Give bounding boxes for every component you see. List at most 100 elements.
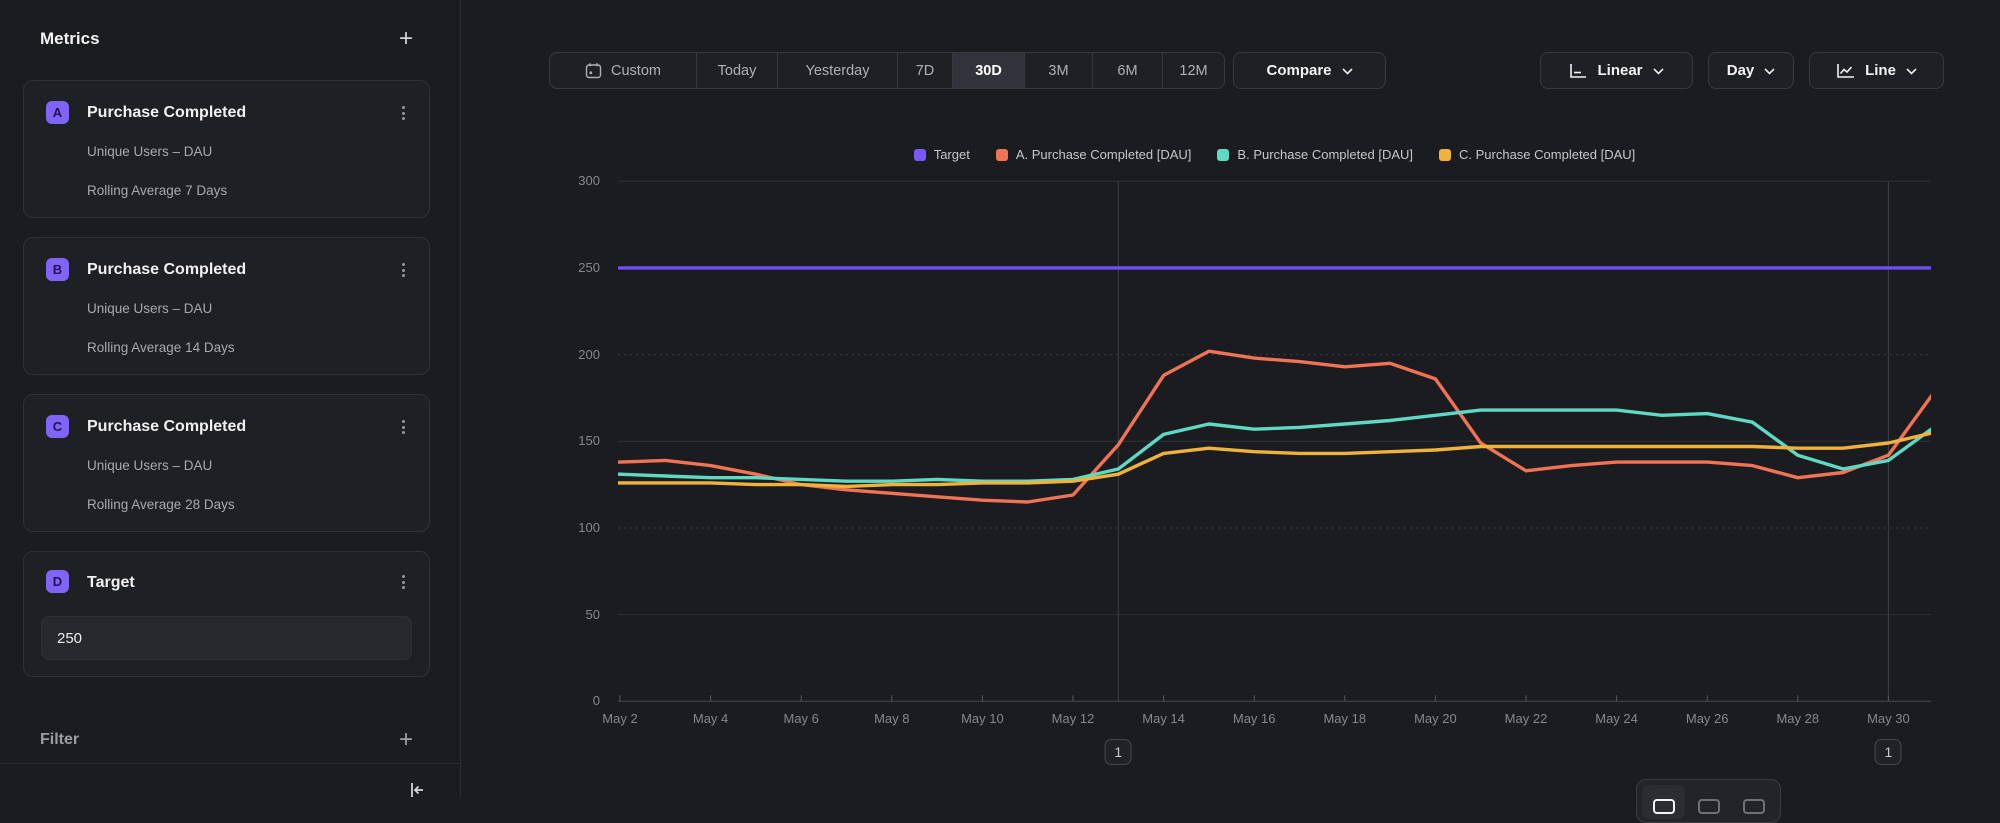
- collapse-sidebar-icon[interactable]: [407, 780, 427, 803]
- metric-measure: Unique Users – DAU: [87, 144, 212, 159]
- range-label: Custom: [611, 63, 661, 79]
- legend-label: B. Purchase Completed [DAU]: [1237, 147, 1413, 162]
- x-axis-label: May 16: [1233, 711, 1276, 726]
- range-today[interactable]: Today: [696, 53, 777, 88]
- filter-section: Filter +: [40, 724, 420, 756]
- plus-icon: +: [399, 27, 413, 51]
- y-axis-label: 50: [548, 607, 600, 622]
- x-axis-label: May 26: [1686, 711, 1729, 726]
- calendar-icon: [585, 62, 602, 79]
- x-axis-label: May 24: [1595, 711, 1638, 726]
- filter-label: Filter: [40, 731, 79, 749]
- chevron-down-icon: [1653, 68, 1664, 75]
- compare-dropdown[interactable]: Compare: [1233, 52, 1386, 89]
- chart-canvas[interactable]: [618, 178, 1931, 703]
- annotation-badge[interactable]: 1: [1105, 739, 1132, 765]
- metric-title: Purchase Completed: [87, 418, 246, 436]
- granularity-dropdown[interactable]: Day: [1708, 52, 1794, 89]
- annotation-badge[interactable]: 1: [1875, 739, 1902, 765]
- chevron-down-icon: [1764, 68, 1775, 75]
- x-axis-label: May 30: [1867, 711, 1910, 726]
- range-label: 7D: [916, 63, 935, 79]
- legend-swatch: [1439, 149, 1451, 161]
- sidebar-title: Metrics: [40, 29, 100, 49]
- granularity-label: Day: [1727, 62, 1755, 79]
- metric-measure: Unique Users – DAU: [87, 301, 212, 316]
- metric-title: Purchase Completed: [87, 261, 246, 279]
- range-label: 30D: [975, 63, 1002, 79]
- legend-swatch: [996, 149, 1008, 161]
- legend-swatch: [1217, 149, 1229, 161]
- x-axis-label: May 2: [602, 711, 637, 726]
- scale-label: Linear: [1597, 62, 1642, 79]
- chart-panel: Custom Today Yesterday 7D 30D 3M 6M 12M …: [461, 0, 2000, 796]
- line-chart-icon: [1836, 63, 1855, 79]
- range-12m[interactable]: 12M: [1162, 53, 1224, 88]
- metric-badge: B: [46, 258, 69, 281]
- date-range-segmented-control: Custom Today Yesterday 7D 30D 3M 6M 12M: [549, 52, 1225, 89]
- target-title: Target: [87, 574, 135, 592]
- metric-measure: Unique Users – DAU: [87, 458, 212, 473]
- chart-type-dropdown[interactable]: Line: [1809, 52, 1944, 89]
- x-axis-label: May 12: [1052, 711, 1095, 726]
- legend-item[interactable]: A. Purchase Completed [DAU]: [996, 147, 1192, 162]
- x-axis-label: May 22: [1505, 711, 1548, 726]
- y-axis-label: 100: [548, 520, 600, 535]
- range-30d[interactable]: 30D: [952, 53, 1024, 88]
- kebab-menu-icon[interactable]: [391, 258, 415, 282]
- x-axis-label: May 10: [961, 711, 1004, 726]
- chart-legend: Target A. Purchase Completed [DAU] B. Purc…: [618, 147, 1931, 162]
- x-axis-label: May 6: [783, 711, 818, 726]
- legend-label: Target: [934, 147, 970, 162]
- legend-item[interactable]: C. Purchase Completed [DAU]: [1439, 147, 1635, 162]
- x-axis-label: May 20: [1414, 711, 1457, 726]
- chevron-down-icon: [1906, 68, 1917, 75]
- view-option-chart-icon[interactable]: [1642, 785, 1685, 819]
- kebab-menu-icon[interactable]: [391, 570, 415, 594]
- x-axis-label: May 8: [874, 711, 909, 726]
- view-option-split-icon[interactable]: [1732, 785, 1775, 819]
- metric-card-a: A Purchase Completed Unique Users – DAU …: [23, 80, 430, 218]
- kebab-menu-icon[interactable]: [391, 101, 415, 125]
- metric-badge: D: [46, 570, 69, 593]
- metric-badge: C: [46, 415, 69, 438]
- range-7d[interactable]: 7D: [897, 53, 952, 88]
- range-label: Today: [718, 63, 757, 79]
- view-option-table-icon[interactable]: [1687, 785, 1730, 819]
- metric-rolling-average: Rolling Average 28 Days: [87, 497, 235, 512]
- range-label: 12M: [1179, 63, 1207, 79]
- y-axis-label: 300: [548, 173, 600, 188]
- legend-label: A. Purchase Completed [DAU]: [1016, 147, 1192, 162]
- range-yesterday[interactable]: Yesterday: [777, 53, 897, 88]
- chart-type-label: Line: [1865, 62, 1896, 79]
- range-custom[interactable]: Custom: [550, 53, 696, 88]
- legend-item[interactable]: Target: [914, 147, 970, 162]
- target-value-input[interactable]: [41, 616, 412, 660]
- metric-rolling-average: Rolling Average 14 Days: [87, 340, 235, 355]
- axes-icon: [1569, 63, 1587, 79]
- kebab-menu-icon[interactable]: [391, 415, 415, 439]
- metric-card-c: C Purchase Completed Unique Users – DAU …: [23, 394, 430, 532]
- sidebar-header: Metrics +: [40, 24, 420, 54]
- metric-rolling-average: Rolling Average 7 Days: [87, 183, 227, 198]
- chart-plot-area: 050100150200250300May 2May 4May 6May 8Ma…: [618, 178, 1931, 703]
- sidebar-footer: [0, 763, 460, 796]
- legend-item[interactable]: B. Purchase Completed [DAU]: [1217, 147, 1413, 162]
- x-axis-label: May 14: [1142, 711, 1185, 726]
- metrics-sidebar: Metrics + A Purchase Completed Unique Us…: [0, 0, 461, 796]
- range-label: Yesterday: [806, 63, 870, 79]
- metric-title: Purchase Completed: [87, 104, 246, 122]
- add-metric-button[interactable]: +: [392, 25, 420, 53]
- x-axis-label: May 4: [693, 711, 728, 726]
- y-axis-label: 0: [548, 693, 600, 708]
- compare-label: Compare: [1266, 62, 1331, 79]
- add-filter-button[interactable]: +: [392, 726, 420, 754]
- metric-badge: A: [46, 101, 69, 124]
- scale-dropdown[interactable]: Linear: [1540, 52, 1693, 89]
- plus-icon: +: [399, 728, 413, 752]
- range-3m[interactable]: 3M: [1024, 53, 1092, 88]
- metric-card-b: B Purchase Completed Unique Users – DAU …: [23, 237, 430, 375]
- chart-view-toolbar: [1636, 779, 1781, 823]
- range-6m[interactable]: 6M: [1092, 53, 1162, 88]
- range-label: 6M: [1117, 63, 1137, 79]
